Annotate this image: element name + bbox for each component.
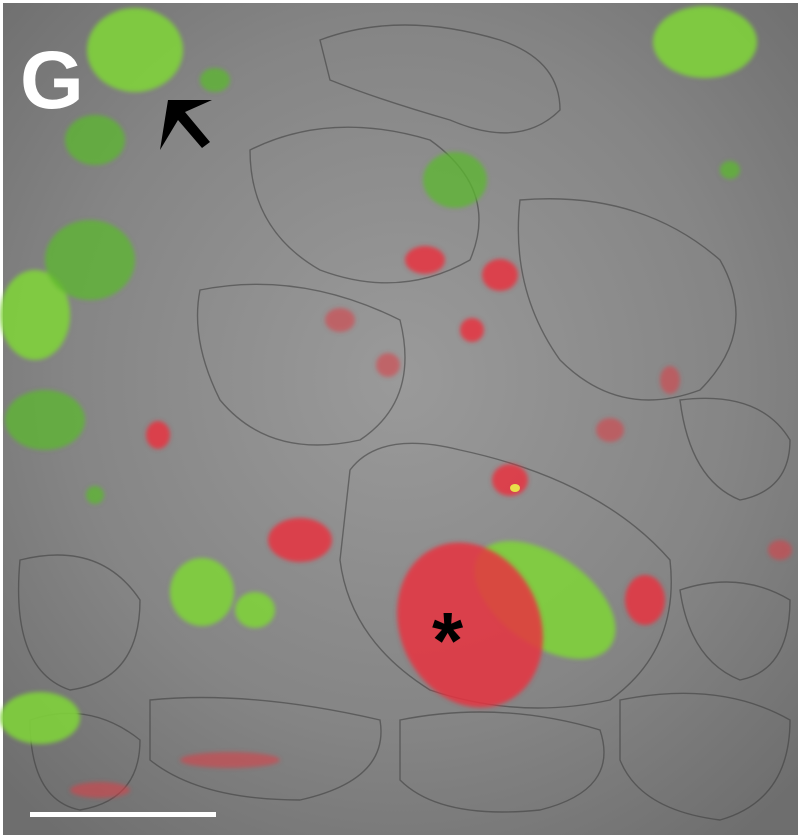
asterisk-marker: *	[432, 596, 464, 685]
panel-label: G	[20, 35, 84, 126]
scale-bar	[30, 812, 216, 817]
micrograph: G *	[0, 0, 801, 838]
tissue-background	[3, 3, 798, 835]
yellow-spot	[510, 484, 520, 492]
